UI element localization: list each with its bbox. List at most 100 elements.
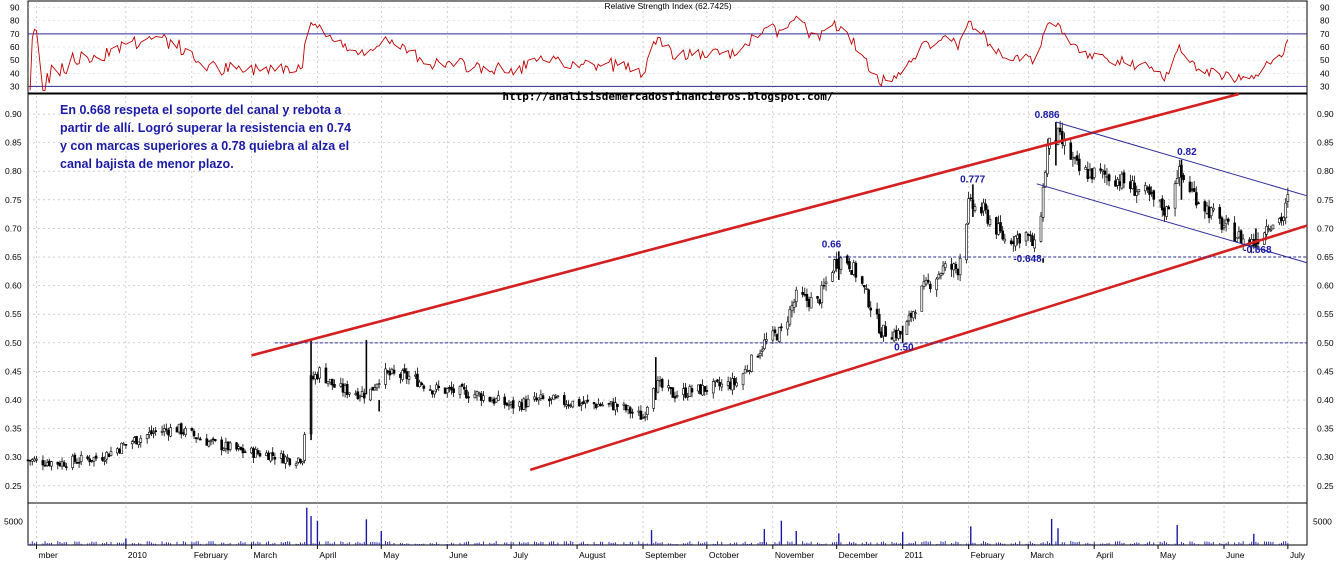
candle-body (643, 416, 647, 418)
y-tick-label-right: 0.80 (1317, 166, 1334, 176)
candle-body (371, 386, 375, 391)
candle-body (139, 437, 143, 443)
candle-body (833, 259, 836, 272)
x-tick-label: April (1096, 550, 1113, 560)
y-tick-label-left: 0.85 (5, 138, 22, 148)
y-tick-label-left: 0.35 (5, 424, 22, 434)
price-panel: 0.886 0.82 0.777 0.66 -0.648 -0.668 0.50 (26, 92, 1308, 472)
candle-body (1043, 172, 1047, 188)
x-tick-label: mber (39, 550, 59, 560)
candle-body (607, 403, 611, 405)
candle-body (243, 451, 247, 453)
candle-body (130, 441, 134, 445)
candle-body (431, 390, 434, 395)
y-tick-label-left: 0.45 (5, 366, 22, 376)
candle-body (597, 403, 600, 407)
candle-body (377, 383, 381, 385)
y-tick-label-right: 0.50 (1317, 338, 1334, 348)
rsi-tick-label-left: 60 (10, 42, 20, 52)
candle-body (1116, 178, 1119, 186)
y-tick-label-right: 0.30 (1317, 452, 1334, 462)
candle-body (1029, 234, 1032, 237)
candle-body (109, 451, 113, 456)
y-tick-label-right: 0.70 (1317, 223, 1334, 233)
candle-body (848, 261, 851, 270)
candle-body (816, 296, 819, 299)
candle-body (1012, 241, 1015, 244)
red-channel-upper (251, 92, 1240, 357)
candle-body (818, 299, 821, 304)
candle-body (1148, 186, 1151, 195)
rsi-panel: Relative Strength Index (62.7425) (28, 1, 1307, 91)
candle-body (894, 329, 898, 339)
candle-body (920, 285, 924, 312)
candle-body (688, 386, 692, 397)
candle-body (667, 385, 670, 389)
rsi-tick-label-right: 30 (1320, 81, 1330, 91)
candle-body (222, 448, 226, 451)
candle-body (318, 367, 321, 379)
candle-body (967, 198, 970, 224)
candle-body (179, 423, 183, 435)
candle-body (1001, 230, 1004, 240)
candle-body (863, 285, 866, 288)
candle-body (1041, 186, 1045, 218)
x-tick-label: March (1030, 550, 1054, 560)
candle-body (803, 293, 807, 296)
candle-body (592, 402, 596, 405)
candle-body (235, 442, 238, 450)
candle-body (407, 375, 411, 380)
volume-panel (27, 507, 1289, 545)
candle-body (205, 438, 209, 446)
candle-body (1131, 180, 1134, 189)
candle-body (1129, 181, 1132, 189)
candle-body (1024, 232, 1028, 242)
candle-body (392, 369, 396, 374)
candle-body (773, 329, 777, 334)
candle-body (237, 446, 240, 449)
candle-body (28, 459, 32, 462)
candle-body (831, 272, 834, 282)
candle-body (1286, 194, 1290, 202)
candle-body (1237, 231, 1241, 238)
candle-body (860, 276, 864, 284)
candle-body (701, 384, 704, 396)
candle-body (1135, 191, 1139, 196)
candle-body (728, 381, 732, 390)
candle-body (1077, 158, 1081, 171)
candle-body (929, 283, 932, 290)
candle-body (1046, 145, 1049, 175)
candle-body (1271, 224, 1275, 230)
candle-body (1101, 169, 1105, 172)
candle-body (333, 383, 336, 388)
candle-body (839, 257, 843, 270)
candle-body (584, 400, 587, 404)
candle-body (537, 397, 541, 401)
candle-body (467, 396, 470, 399)
candle-body (941, 265, 945, 274)
candle-body (43, 464, 47, 467)
candle-body (92, 456, 96, 462)
candle-body (107, 453, 111, 457)
candle-body (150, 430, 153, 434)
candle-body (714, 380, 717, 383)
candle-body (122, 443, 126, 446)
candle-body (1267, 228, 1270, 230)
rsi-tick-label-left: 50 (10, 55, 20, 65)
candle-body (1197, 202, 1200, 205)
candle-body (518, 401, 521, 407)
candle-body (1060, 131, 1064, 145)
candle-body (1114, 180, 1117, 187)
candle-body (771, 330, 775, 341)
rsi-title: Relative Strength Index (62.7425) (604, 1, 731, 11)
candle-body (75, 462, 79, 464)
candle-body (594, 404, 598, 408)
candle-body (726, 381, 730, 386)
candle-body (460, 384, 464, 387)
candle-body (30, 459, 34, 462)
candle-body (1107, 174, 1111, 182)
candle-body (94, 455, 98, 459)
candle-body (1209, 207, 1213, 217)
candle-body (1173, 183, 1177, 209)
candle-body (62, 462, 66, 467)
